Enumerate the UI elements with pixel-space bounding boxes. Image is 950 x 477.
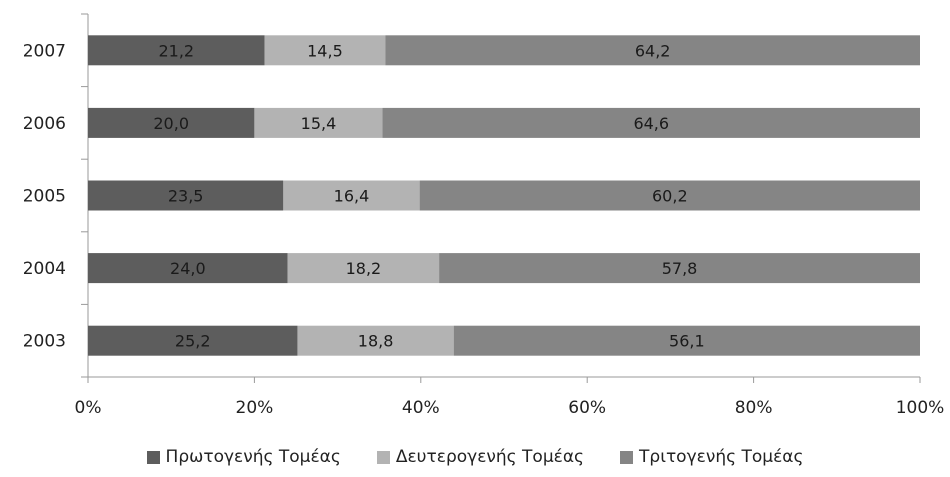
bar-segment [297,325,454,356]
legend-swatch [376,450,390,464]
x-tick-label: 100% [896,398,945,418]
chart-legend: Πρωτογενής Τομέας Δευτερογενής Τομέας Τριτ… [0,447,950,467]
legend-label: Τριτογενής Τομέας [639,447,804,467]
bar-segment [88,325,298,356]
y-category-label: 2005 [23,187,66,207]
bar-segment [88,35,265,66]
data-label: 64,6 [633,114,669,133]
bar-segment [283,180,420,211]
data-label: 56,1 [669,332,705,351]
legend-label: Δευτερογενής Τομέας [395,447,585,467]
data-label: 18,2 [346,259,382,278]
legend-item: Δευτερογενής Τομέας [376,447,585,467]
data-label: 14,5 [307,41,343,60]
bar-segment [419,180,920,211]
legend-item: Πρωτογενής Τομέας [146,447,341,467]
data-label: 15,4 [301,114,337,133]
bar-segment [382,107,920,138]
y-category-label: 2007 [23,41,66,61]
data-label: 64,2 [635,41,671,60]
legend-swatch [146,450,160,464]
data-label: 57,8 [662,259,698,278]
bar-segment [254,107,383,138]
legend-item: Τριτογενής Τομέας [620,447,803,467]
data-label: 16,4 [334,187,370,206]
data-label: 25,2 [175,332,211,351]
y-category-label: 2004 [23,259,66,279]
x-tick-label: 80% [735,398,773,418]
bar-segment [385,35,921,66]
x-tick-label: 40% [402,398,440,418]
y-category-label: 2003 [23,332,66,352]
bar-segment [88,107,255,138]
bar-segment [287,253,440,284]
legend-label: Πρωτογενής Τομέας [165,447,341,467]
data-label: 18,8 [358,332,394,351]
legend-swatch [620,450,634,464]
data-label: 20,0 [153,114,189,133]
x-tick-label: 60% [568,398,606,418]
data-label: 24,0 [170,259,206,278]
data-label: 21,2 [158,41,194,60]
bar-segment [88,253,288,284]
x-tick-label: 20% [236,398,274,418]
bar-segment [439,253,920,284]
x-tick-label: 0% [75,398,102,418]
bar-segment [88,180,284,211]
bar-segment [264,35,386,66]
y-category-label: 2006 [23,114,66,134]
data-label: 23,5 [168,187,204,206]
data-label: 60,2 [652,187,688,206]
bar-segment [453,325,920,356]
